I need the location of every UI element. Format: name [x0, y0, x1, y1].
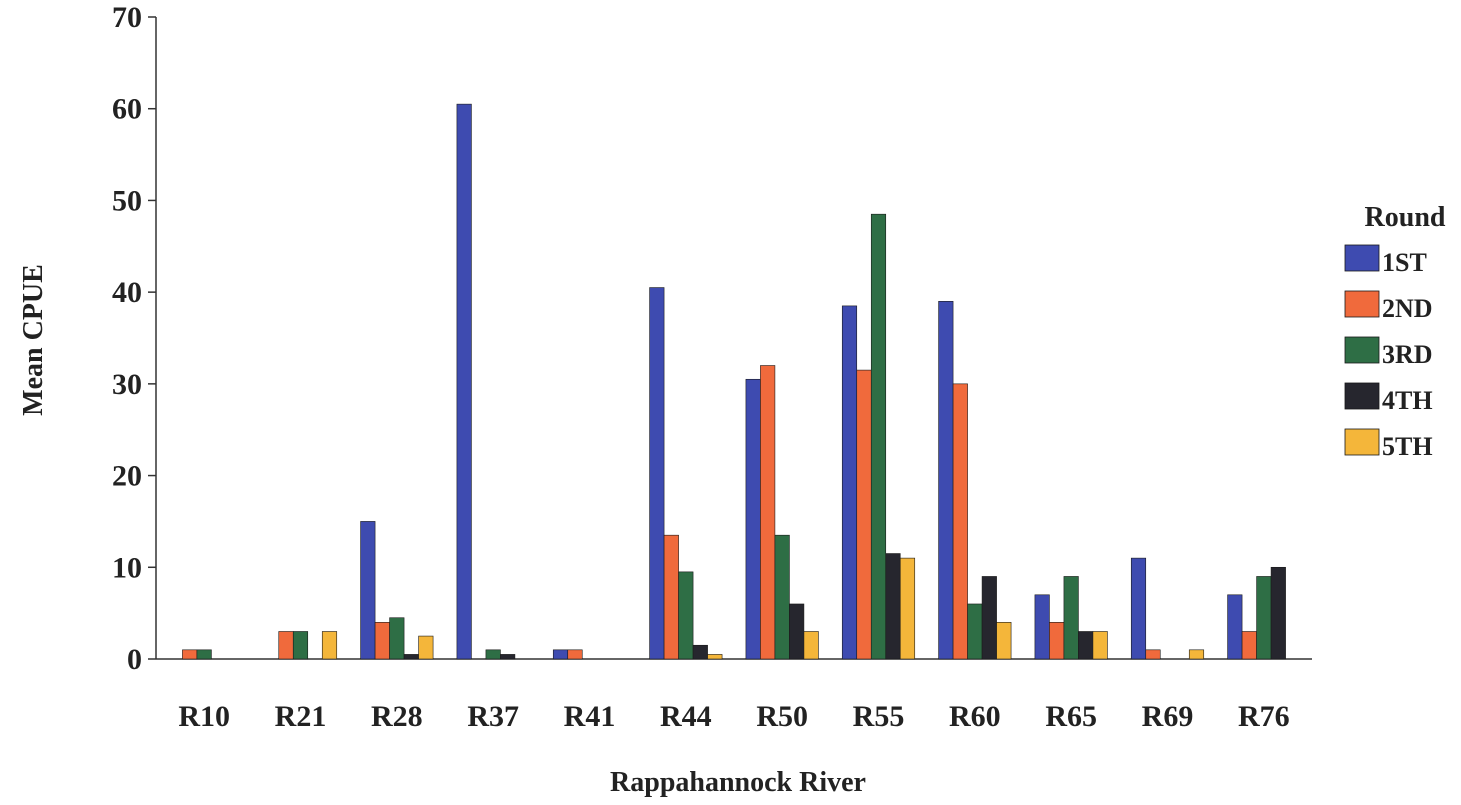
bar-5th-r50: [803, 631, 819, 660]
bar-5th-r60: [996, 622, 1012, 660]
legend-swatch-4th: [1344, 382, 1380, 410]
x-tick-label: R37: [467, 700, 519, 733]
bar-3rd-r21: [292, 631, 309, 660]
bar-1st-r69: [1130, 557, 1147, 660]
bar-3rd-r28: [389, 617, 405, 660]
bar-4th-r28: [403, 654, 419, 660]
bar-2nd-r21: [278, 631, 294, 660]
bar-3rd-r60: [967, 603, 983, 660]
bar-2nd-r60: [952, 383, 968, 660]
bar-2nd-r55: [856, 369, 872, 660]
x-tick-label: R28: [371, 700, 423, 733]
legend-label-5th: 5TH: [1382, 432, 1433, 461]
bar-3rd-r55: [870, 213, 887, 660]
y-tick-label: 40: [112, 276, 142, 309]
y-tick-label: 20: [112, 460, 142, 493]
legend-title: Round: [1365, 202, 1446, 233]
x-tick-label: R10: [178, 700, 230, 733]
bar-1st-r60: [938, 301, 954, 660]
bar-4th-r37: [500, 654, 516, 660]
legend-label-2nd: 2ND: [1382, 294, 1433, 323]
bar-1st-r28: [360, 521, 376, 660]
legend-label-1st: 1ST: [1382, 248, 1427, 277]
bar-4th-r55: [885, 553, 901, 660]
bar-2nd-r44: [663, 534, 679, 660]
legend-swatch-1st: [1344, 244, 1380, 272]
y-tick-label: 0: [127, 643, 142, 676]
bar-4th-r76: [1270, 566, 1286, 660]
bar-3rd-r44: [678, 571, 694, 660]
bar-5th-r21: [321, 631, 338, 660]
x-tick-label: R41: [564, 700, 616, 733]
bar-1st-r65: [1034, 594, 1050, 660]
bar-4th-r50: [789, 603, 805, 660]
bar-2nd-r10: [182, 649, 198, 660]
legend-label-4th: 4TH: [1382, 386, 1433, 415]
x-tick-label: R60: [949, 700, 1001, 733]
x-tick-label: R21: [275, 700, 327, 733]
legend-swatch-2nd: [1344, 290, 1380, 318]
bar-5th-r65: [1092, 631, 1108, 660]
y-tick-label: 50: [112, 184, 142, 217]
x-axis-title: Rappahannock River: [610, 767, 866, 798]
bar-3rd-r50: [774, 534, 790, 660]
y-axis-title: Mean CPUE: [18, 264, 49, 416]
y-tick-label: 70: [112, 1, 142, 34]
bar-5th-r55: [899, 557, 916, 660]
bar-1st-r76: [1227, 594, 1243, 660]
bar-1st-r37: [456, 103, 472, 660]
bar-1st-r50: [745, 378, 761, 660]
x-tick-label: R65: [1045, 700, 1097, 733]
bar-4th-r44: [692, 644, 708, 660]
y-tick-label: 10: [112, 551, 142, 584]
x-axis: R10 R21 R28 R37 R41 R44 R50 R55 R60 R65 R69 R76: [156, 658, 1312, 733]
x-tick-label: R44: [660, 700, 712, 733]
bar-3rd-r76: [1256, 576, 1272, 660]
bar-1st-r44: [649, 287, 665, 660]
legend: Round 1ST 2ND 3RD 4TH 5TH: [1344, 202, 1446, 461]
bar-2nd-r69: [1145, 649, 1161, 660]
x-tick-label: R76: [1238, 700, 1290, 733]
bar-3rd-r10: [196, 649, 212, 660]
x-tick-label: R69: [1142, 700, 1194, 733]
bar-1st-r41: [552, 649, 569, 660]
bar-2nd-r65: [1049, 622, 1065, 660]
bars: [182, 103, 1286, 660]
y-tick-label: 60: [112, 93, 142, 126]
bar-2nd-r50: [760, 365, 776, 660]
y-axis: 0 10 20 30 40 50 60 70: [112, 1, 157, 676]
legend-swatch-3rd: [1344, 336, 1380, 364]
bar-5th-r28: [418, 635, 434, 660]
bar-1st-r55: [841, 305, 858, 660]
bar-2nd-r41: [567, 649, 583, 660]
legend-label-3rd: 3RD: [1382, 340, 1433, 369]
x-tick-label: R50: [756, 700, 808, 733]
bar-5th-r69: [1188, 649, 1205, 660]
bar-5th-r44: [707, 654, 723, 660]
bar-2nd-r76: [1241, 631, 1257, 660]
x-tick-label: R55: [853, 700, 905, 733]
bar-3rd-r65: [1063, 576, 1079, 660]
bar-4th-r60: [981, 576, 997, 660]
y-tick-label: 30: [112, 368, 142, 401]
bar-2nd-r28: [374, 622, 390, 660]
bar-3rd-r37: [485, 649, 501, 660]
legend-swatch-5th: [1344, 428, 1380, 456]
bar-4th-r65: [1078, 631, 1094, 660]
